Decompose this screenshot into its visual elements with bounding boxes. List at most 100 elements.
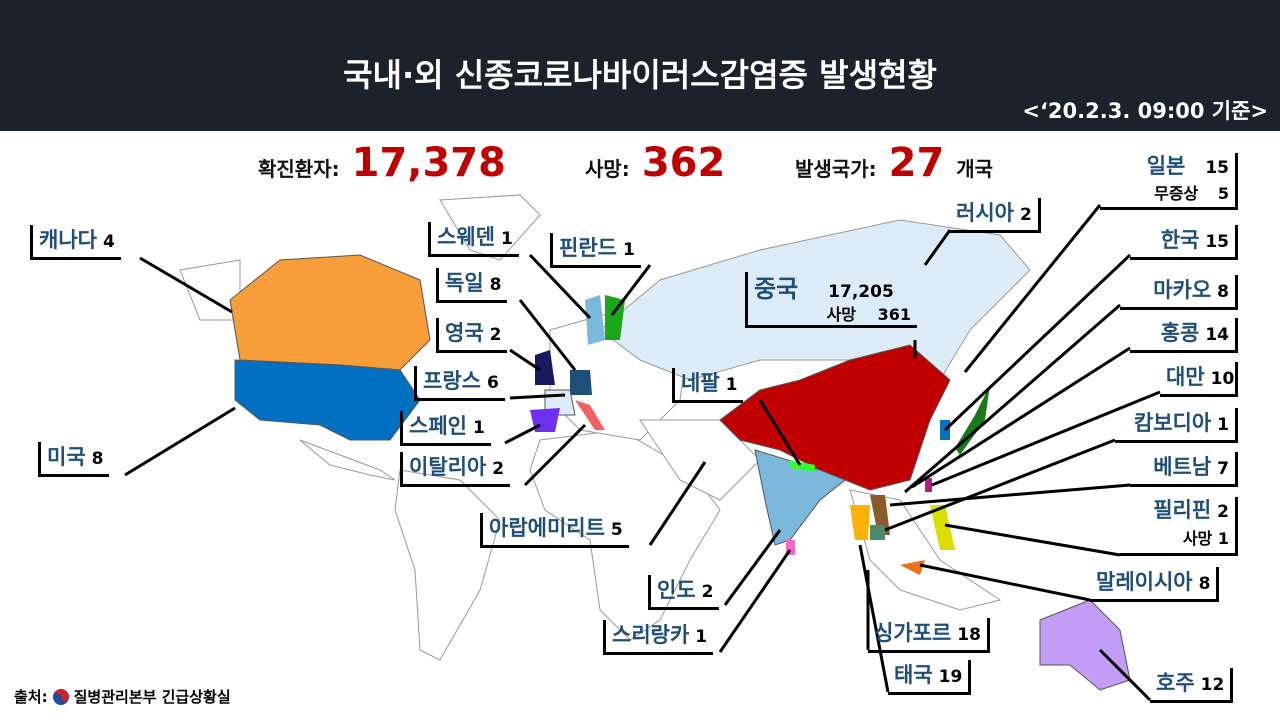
asymptomatic-label: 무증상 (1154, 184, 1199, 203)
middle-east (639, 419, 761, 501)
asymptomatic-count: 5 (1217, 184, 1229, 203)
date-stamp: <‘20.2.3. 09:00 기준> (1022, 99, 1268, 123)
country-name: 필리핀 (1153, 498, 1212, 522)
country-name: 일본 (1146, 154, 1186, 178)
country-name: 영국 (445, 321, 484, 345)
nepal-shape (790, 460, 815, 472)
label-thailand: 태국 19 (888, 660, 972, 695)
label-korea: 한국 15 (1130, 225, 1238, 260)
label-italy: 이탈리아 2 (400, 452, 511, 487)
label-usa: 미국 8 (38, 442, 110, 477)
case-count: 1 (1217, 415, 1229, 435)
government-emblem-icon (52, 688, 69, 705)
cambodia-shape (870, 525, 885, 540)
country-name: 미국 (47, 445, 86, 469)
label-cambodia: 캄보디아 1 (1115, 408, 1238, 443)
country-name: 아랍에미리트 (489, 516, 605, 540)
south-america (394, 469, 501, 661)
russia-shape (599, 219, 1031, 381)
taiwan-shape (925, 478, 932, 492)
header: 국내·외 신종코로나바이러스감염증 발생현황 <‘20.2.3. 09:00 기… (0, 0, 1280, 131)
country-name: 호주 (1156, 671, 1195, 695)
case-count: 15 (1205, 232, 1229, 252)
case-count: 8 (1217, 282, 1229, 302)
country-name: 네팔 (681, 371, 720, 395)
countries-unit: 개국 (956, 157, 994, 181)
countries-value: 27 (888, 140, 945, 186)
world-map (124, 194, 1161, 702)
case-count: 2 (1217, 502, 1229, 522)
case-count: 18 (957, 625, 981, 645)
country-name: 러시아 (956, 201, 1014, 225)
usa-shape (234, 359, 421, 441)
canada-shape (229, 254, 431, 371)
germany-shape (570, 370, 592, 395)
label-india: 인도 2 (648, 575, 720, 610)
label-france: 프랑스 6 (414, 366, 505, 401)
case-count: 8 (1198, 574, 1211, 594)
case-count: 1 (472, 418, 485, 438)
italy-shape (575, 400, 605, 430)
source-credit: 출처: 질병관리본부 긴급상황실 (14, 686, 231, 707)
uk-shape (535, 350, 555, 385)
greenland (439, 194, 541, 261)
death-label: 사망 (1182, 529, 1213, 548)
leader-lines (124, 204, 1161, 702)
label-srilanka: 스리랑카 1 (603, 620, 714, 655)
country-name: 캐나다 (39, 228, 97, 252)
label-sweden: 스웨덴 1 (428, 222, 519, 257)
countries-stat: 발생국가: 27 개국 (795, 140, 993, 186)
confirmed-value: 17,378 (351, 140, 506, 186)
case-count: 12 (1200, 675, 1225, 695)
southeast-asia (849, 489, 1002, 611)
central-america (299, 439, 396, 481)
case-count: 2 (492, 459, 505, 479)
case-count: 14 (1205, 325, 1229, 345)
country-name: 이탈리아 (409, 455, 487, 479)
case-count: 8 (489, 275, 502, 295)
death-count: 361 (877, 305, 911, 324)
label-uk: 영국 2 (436, 318, 508, 353)
case-count: 6 (486, 373, 499, 393)
death-label: 사망 (826, 305, 857, 324)
country-name: 싱가포르 (874, 621, 952, 645)
country-name: 홍콩 (1160, 321, 1200, 345)
country-name: 인도 (657, 578, 696, 602)
australia-shape (1039, 599, 1131, 691)
label-nepal: 네팔 1 (672, 368, 744, 403)
country-name: 대만 (1166, 365, 1205, 389)
case-count: 8 (91, 449, 104, 469)
label-hongkong: 홍콩 14 (1130, 318, 1238, 353)
label-macau: 마카오 8 (1120, 275, 1238, 310)
india-shape (754, 449, 846, 546)
country-name: 태국 (894, 663, 933, 687)
case-count: 19 (938, 667, 963, 687)
label-china: 중국 17,205 사망 361 (745, 272, 917, 328)
country-name: 독일 (445, 271, 484, 295)
philippines-shape (930, 505, 955, 550)
country-name: 스페인 (409, 414, 467, 438)
japan-shape (955, 385, 990, 455)
label-singapore: 싱가포르 18 (868, 618, 990, 653)
case-count: 17,205 (828, 282, 894, 302)
case-count: 7 (1217, 459, 1229, 479)
label-spain: 스페인 1 (400, 411, 491, 446)
country-name: 스웨덴 (437, 225, 495, 249)
page-title: 국내·외 신종코로나바이러스감염증 발생현황 (343, 56, 937, 94)
malaysia-shape (900, 560, 925, 575)
label-russia: 러시아 2 (950, 198, 1041, 233)
case-count: 4 (102, 232, 115, 252)
case-count: 2 (489, 325, 502, 345)
country-name: 마카오 (1153, 278, 1212, 302)
country-name: 베트남 (1153, 455, 1212, 479)
case-count: 1 (622, 240, 635, 260)
label-malaysia: 말레이시아 8 (1090, 567, 1220, 602)
label-canada: 캐나다 4 (30, 225, 121, 260)
label-taiwan: 대만 10 (1160, 362, 1238, 397)
case-count: 10 (1210, 369, 1235, 389)
case-count: 1 (500, 229, 513, 249)
source-label: 출처: (14, 688, 48, 706)
thailand-shape (850, 505, 870, 540)
case-count: 15 (1205, 158, 1229, 178)
country-name: 말레이시아 (1096, 570, 1193, 594)
